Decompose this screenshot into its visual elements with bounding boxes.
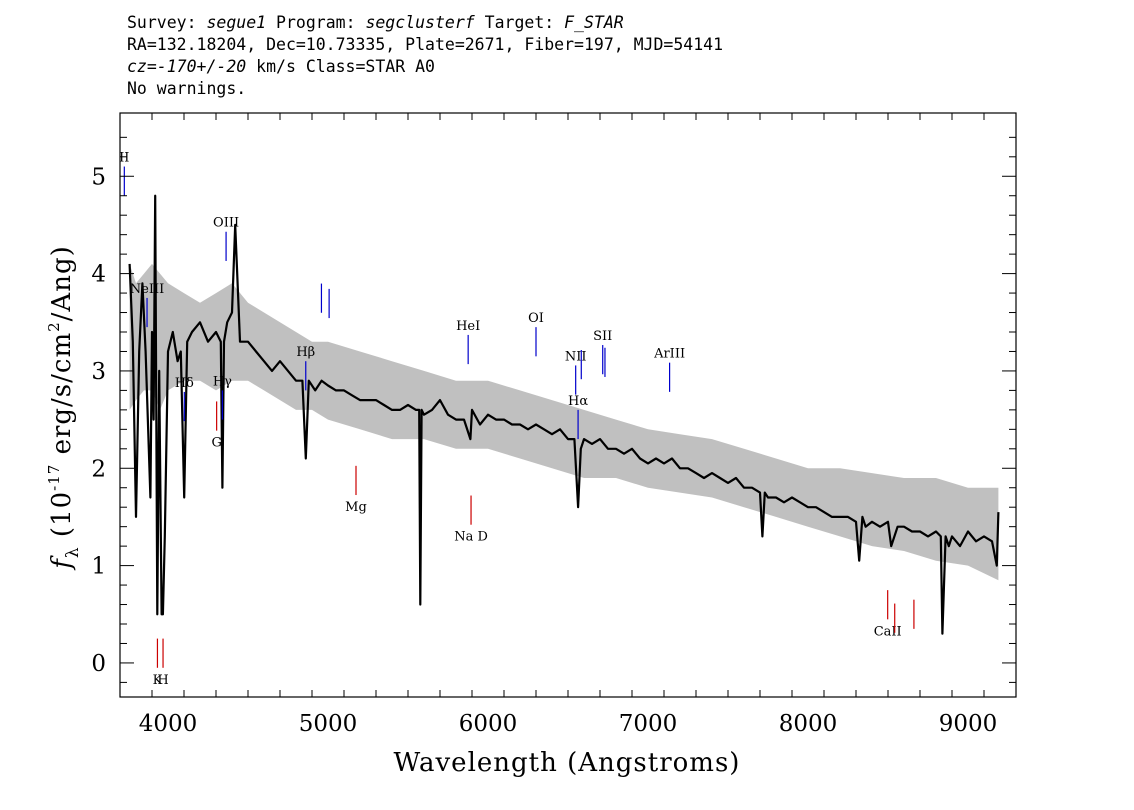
line-label-h: H: [157, 673, 168, 688]
survey-line-part-1: segue1: [206, 13, 267, 32]
coordinates-line: RA=132.18204, Dec=10.73335, Plate=2671, …: [127, 35, 724, 54]
line-label-ariii: ArIII: [653, 347, 685, 362]
x-tick-label: 4000: [139, 711, 198, 737]
y-axis-title-part-4: erg/s/cm: [47, 332, 77, 464]
y-tick-label: 3: [91, 359, 106, 385]
y-tick-label: 4: [91, 262, 106, 288]
y-axis-title-part-2: (10: [47, 491, 77, 547]
y-axis-title-part-0: f: [47, 555, 77, 571]
y-axis-title-part-6: /Ang): [47, 245, 77, 321]
spectrum-header: Survey: segue1 Program: segclusterf Targ…: [127, 12, 723, 100]
error-band: [129, 263, 999, 581]
y-tick-label: 5: [91, 164, 106, 190]
y-axis-title-part-1: λ: [63, 546, 83, 558]
line-label-caii: CaII: [874, 624, 902, 639]
survey-line-part-5: F_STAR: [564, 13, 624, 32]
x-tick-label: 8000: [779, 711, 838, 737]
redshift-class-line: cz=-170+/-20 km/s Class=STAR A0: [127, 56, 723, 78]
survey-line-part-3: segclusterf: [365, 13, 475, 32]
redshift-line-part-1: km/s Class=STAR A0: [246, 57, 435, 76]
tick-labels: 4000 5000 6000 7000 8000 9000 0 1 2 3 4 5: [91, 164, 997, 737]
line-label-nii: NII: [565, 349, 587, 364]
spectrum-line-group: [128, 194, 1000, 635]
line-label-ii: II: [119, 151, 129, 166]
line-label-h-: Hα: [568, 394, 588, 409]
y-axis-title-part-5: 2: [45, 321, 63, 332]
y-tick-label: 1: [91, 554, 106, 580]
line-label-oi: OI: [528, 311, 544, 326]
survey-line-part-0: Survey:: [127, 13, 207, 32]
line-label-sii: SII: [593, 329, 612, 344]
y-tick-label: 0: [91, 651, 106, 677]
line-label-mg: Mg: [345, 500, 367, 515]
x-tick-label: 6000: [459, 711, 518, 737]
line-label-g: G: [211, 436, 221, 451]
y-axis-title: fλ (10-17 erg/s/cm2/Ang): [45, 245, 83, 571]
x-axis-title: Wavelength (Angstroms): [394, 748, 741, 778]
y-axis-title-part-3: -17: [45, 464, 63, 491]
line-label-h-: Hγ: [213, 374, 232, 389]
line-label-oiii: OIII: [213, 216, 239, 231]
y-tick-label: 2: [91, 456, 106, 482]
spectrum-line: [128, 194, 1000, 635]
x-tick-label: 5000: [299, 711, 358, 737]
x-tick-label: 7000: [619, 711, 678, 737]
line-label-h-: Hβ: [296, 345, 315, 360]
error-band-group: [129, 263, 999, 581]
spectral-line-markers: NeIII II Hγ OIII Hδ Hβ HeI OI NII Hα SII ArIII KH G Mg…: [119, 151, 915, 688]
line-label-hei: HeI: [456, 319, 480, 334]
survey-line-part-4: Target:: [474, 13, 565, 32]
survey-line-part-2: Program:: [266, 13, 366, 32]
line-label-neiii: NeIII: [130, 282, 164, 297]
line-label-h-: Hδ: [175, 376, 194, 391]
x-tick-label: 9000: [939, 711, 998, 737]
survey-line: Survey: segue1 Program: segclusterf Targ…: [127, 12, 723, 34]
axes-frame: [119, 112, 1017, 698]
warnings-line: No warnings.: [127, 79, 247, 98]
redshift-line-part-0: cz=-170+/-20: [127, 57, 247, 76]
line-label-k: K: [153, 673, 163, 688]
line-label-na-d: Na D: [454, 530, 488, 545]
